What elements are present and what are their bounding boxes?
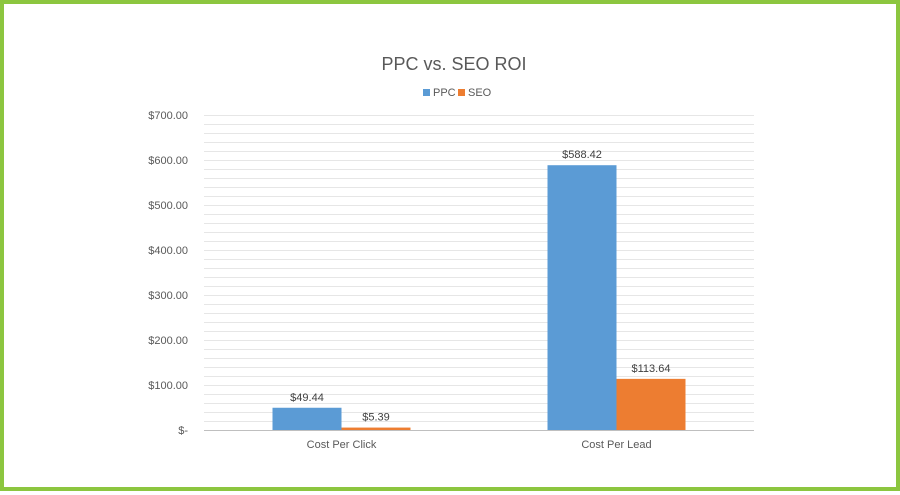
y-tick-label: $400.00 — [148, 245, 188, 257]
gridlines — [204, 115, 754, 422]
y-tick-label: $500.00 — [148, 200, 188, 212]
y-tick-label: $600.00 — [148, 155, 188, 167]
chart-title: PPC vs. SEO ROI — [381, 54, 526, 74]
y-tick-label: $200.00 — [148, 335, 188, 347]
data-label-seo-cost-per-lead: $113.64 — [632, 363, 671, 375]
bar-ppc-cost-per-lead — [547, 165, 617, 430]
y-tick-label: $- — [178, 425, 188, 437]
legend-swatch-ppc — [423, 89, 430, 96]
x-axis: Cost Per Click Cost Per Lead — [204, 430, 754, 451]
bars — [272, 165, 686, 430]
data-label-ppc-cost-per-click: $49.44 — [290, 392, 324, 404]
legend-swatch-seo — [458, 89, 465, 96]
y-axis-tick-labels: $- $100.00 $200.00 $300.00 $400.00 $500.00 $60… — [148, 110, 188, 437]
y-tick-label: $300.00 — [148, 290, 188, 302]
x-category-label-cost-per-lead: Cost Per Lead — [581, 439, 651, 451]
bar-chart: PPC vs. SEO ROI PPC SEO $- $100.00 $200.00… — [148, 54, 754, 451]
data-label-seo-cost-per-click: $5.39 — [362, 412, 390, 424]
data-labels: $49.44 $5.39 $588.42 $113.64 — [290, 149, 670, 423]
y-tick-label: $700.00 — [148, 110, 188, 122]
legend-label-seo: SEO — [468, 87, 492, 99]
bar-seo-cost-per-lead — [616, 378, 686, 430]
chart-legend: PPC SEO — [423, 87, 492, 99]
x-category-label-cost-per-click: Cost Per Click — [307, 439, 377, 451]
data-label-ppc-cost-per-lead: $588.42 — [562, 149, 602, 161]
bar-ppc-cost-per-click — [272, 407, 342, 430]
bar-seo-cost-per-click — [341, 427, 411, 430]
y-tick-label: $100.00 — [148, 380, 188, 392]
legend-label-ppc: PPC — [433, 87, 456, 99]
